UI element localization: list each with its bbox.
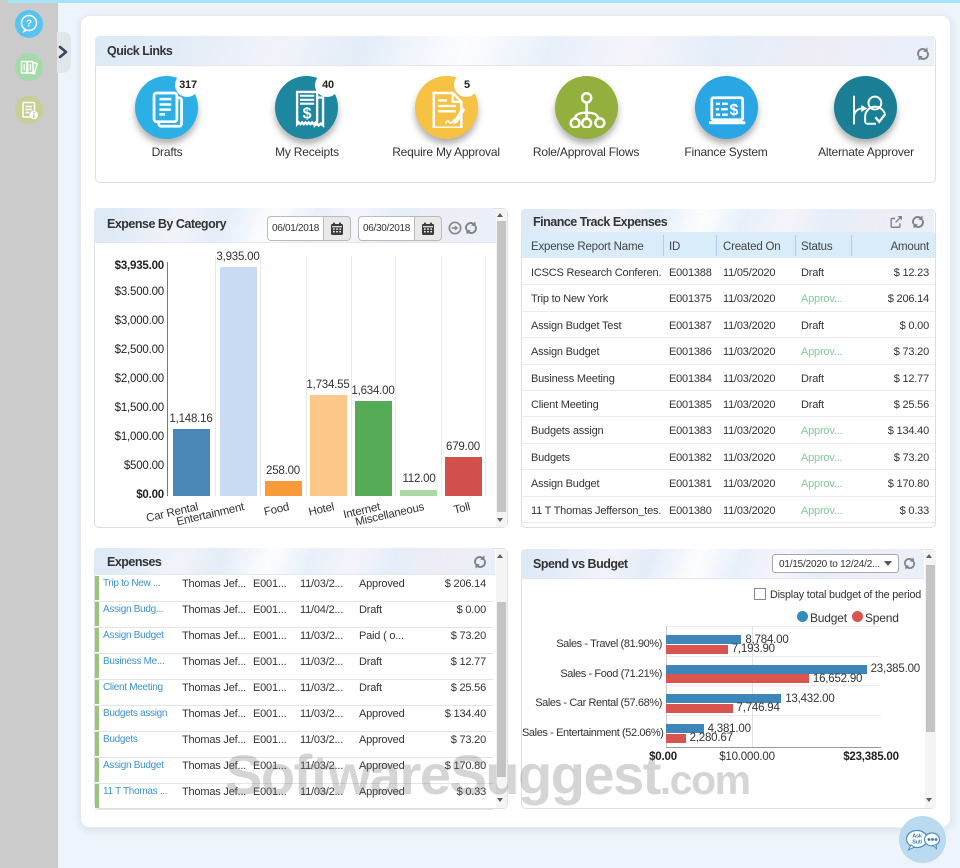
svg-text:Ask: Ask xyxy=(912,834,923,840)
svg-text:Suti: Suti xyxy=(912,840,922,846)
svg-text:?: ? xyxy=(26,19,32,30)
svg-text:$: $ xyxy=(730,101,739,119)
svg-text:$: $ xyxy=(303,104,312,122)
